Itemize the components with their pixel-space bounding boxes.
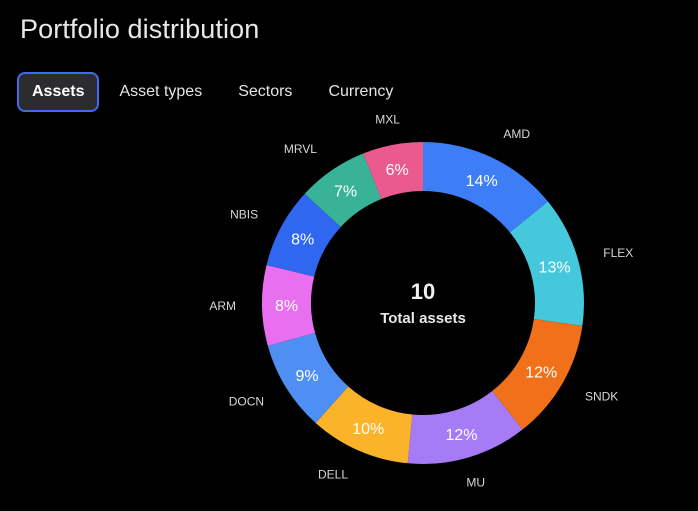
asset-label-mxl: MXL [375,112,400,126]
slice-docn[interactable] [267,332,349,423]
total-assets-value: 10 [411,279,435,304]
slice-percent-sndk: 12% [525,364,557,381]
asset-label-docn: DOCN [229,395,264,409]
asset-label-arm: ARM [209,299,236,313]
slice-dell[interactable] [315,386,413,464]
tab-assets[interactable]: Assets [17,72,100,112]
tab-asset-types[interactable]: Asset types [119,83,203,100]
tab-currency[interactable]: Currency [328,83,394,100]
donut-asset-labels: AMD FLEX SNDK MU DELL DOCN ARM NBIS MRVL MXL [209,112,633,489]
slice-percent-docn: 9% [295,368,318,385]
asset-label-amd: AMD [503,127,530,141]
slice-mu[interactable] [407,391,523,464]
total-assets-caption: Total assets [380,310,466,327]
asset-label-sndk: SNDK [585,390,618,404]
asset-label-flex: FLEX [603,246,633,260]
asset-label-mu: MU [466,475,485,489]
slice-percent-mrvl: 7% [334,184,357,201]
asset-label-dell: DELL [318,467,348,481]
slice-percent-nbis: 8% [291,232,314,249]
slice-sndk[interactable] [492,318,583,430]
slice-percent-flex: 13% [539,260,571,277]
slice-mxl[interactable] [363,142,423,200]
slice-percent-mu: 12% [445,427,477,444]
asset-label-mrvl: MRVL [284,142,317,156]
slice-amd[interactable] [423,142,548,233]
tab-sectors[interactable]: Sectors [238,83,293,100]
slice-mrvl[interactable] [304,153,382,228]
slice-percent-amd: 14% [466,173,498,190]
slice-flex[interactable] [509,201,584,326]
slice-percent-arm: 8% [275,298,298,315]
page-title: Portfolio distribution [20,14,260,44]
slice-arm[interactable] [262,265,316,346]
tab-bar: Assets Asset types Sectors Currency [17,72,407,112]
slice-percent-dell: 10% [352,421,384,438]
slice-nbis[interactable] [266,193,341,277]
asset-label-nbis: NBIS [230,208,258,222]
donut-percent-labels: 14% 13% 12% 12% 10% 9% 8% 8% 7% 6% [275,162,571,444]
donut-slices [262,142,584,464]
slice-percent-mxl: 6% [386,162,409,179]
